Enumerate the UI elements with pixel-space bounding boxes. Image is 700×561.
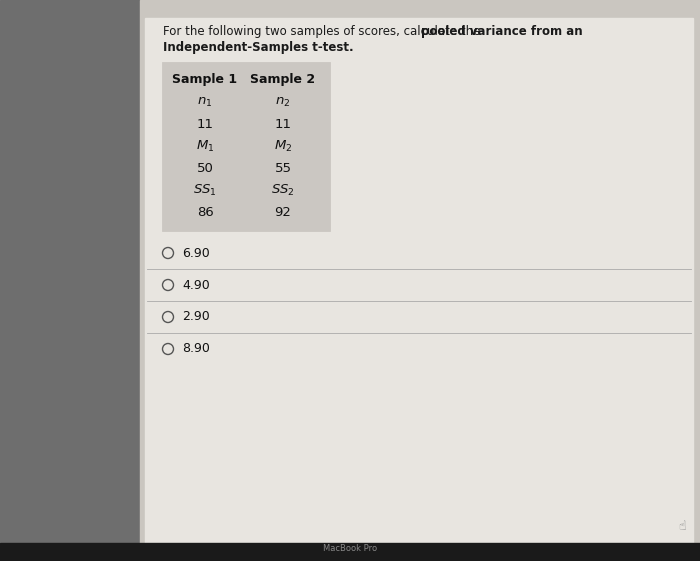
- Text: 8.90: 8.90: [182, 343, 210, 356]
- Bar: [0, 0, 140, 561]
- Text: $SS_1$: $SS_1$: [193, 182, 217, 197]
- Text: 4.90: 4.90: [182, 278, 210, 292]
- Text: 2.90: 2.90: [182, 310, 210, 324]
- Text: pooled variance from an: pooled variance from an: [421, 25, 582, 38]
- Bar: [140, 0, 700, 561]
- Text: $n_1$: $n_1$: [197, 95, 213, 108]
- Text: Independent-Samples t-test.: Independent-Samples t-test.: [163, 41, 354, 54]
- Text: 6.90: 6.90: [182, 246, 210, 260]
- Text: 92: 92: [274, 205, 291, 218]
- Text: 11: 11: [274, 117, 291, 131]
- Bar: [0, 543, 700, 561]
- Text: 50: 50: [197, 162, 214, 174]
- Text: 55: 55: [274, 162, 291, 174]
- Text: Sample 2: Sample 2: [251, 73, 316, 86]
- Text: $M_1$: $M_1$: [196, 139, 214, 154]
- Text: 86: 86: [197, 205, 214, 218]
- Text: $n_2$: $n_2$: [275, 95, 290, 108]
- Text: $M_2$: $M_2$: [274, 139, 292, 154]
- Bar: [163, 63, 330, 231]
- Text: ☝: ☝: [678, 520, 686, 533]
- Text: $SS_2$: $SS_2$: [271, 182, 295, 197]
- Text: 11: 11: [197, 117, 214, 131]
- Bar: [163, 63, 330, 231]
- Bar: [145, 18, 693, 543]
- Text: MacBook Pro: MacBook Pro: [323, 544, 377, 553]
- Text: Sample 1: Sample 1: [172, 73, 237, 86]
- Text: For the following two samples of scores, calculate the: For the following two samples of scores,…: [163, 25, 484, 38]
